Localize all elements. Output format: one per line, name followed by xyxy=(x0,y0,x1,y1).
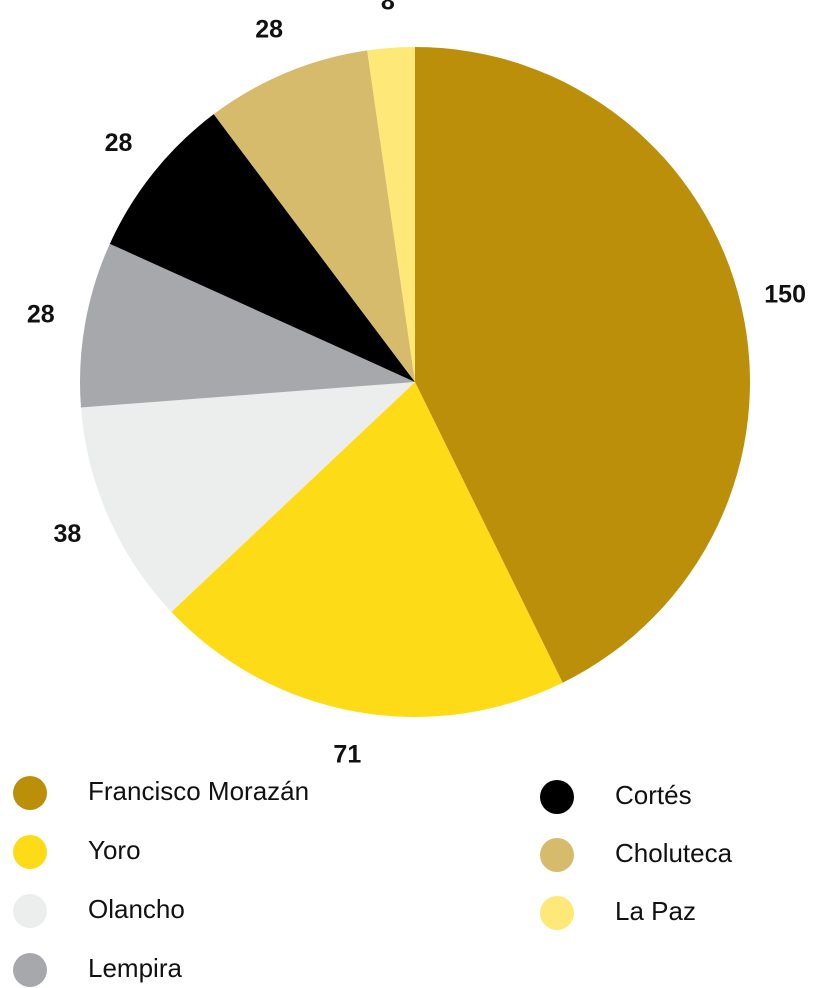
legend-swatch xyxy=(13,894,47,928)
pie-slice xyxy=(80,382,416,612)
legend-label: Cortés xyxy=(615,780,692,810)
legend-label: Choluteca xyxy=(615,838,733,868)
legend-swatch xyxy=(540,896,574,930)
data-label: 8 xyxy=(381,0,395,16)
data-label: 28 xyxy=(255,16,283,44)
legend-label: Lempira xyxy=(88,953,182,983)
data-label: 28 xyxy=(27,301,55,329)
pie-slice xyxy=(171,382,563,717)
legend-label: Olancho xyxy=(88,894,185,924)
legend-swatch xyxy=(540,780,574,814)
pie-slice xyxy=(367,47,415,382)
legend-swatch xyxy=(13,835,47,869)
pie-slice xyxy=(79,243,415,408)
legend-swatch xyxy=(13,776,47,810)
data-label: 71 xyxy=(333,741,361,769)
legend-label: La Paz xyxy=(615,896,696,926)
data-label: 150 xyxy=(764,281,806,309)
data-label: 28 xyxy=(105,129,133,157)
pie-slice xyxy=(415,46,751,683)
legend-swatch xyxy=(540,838,574,872)
legend-swatch xyxy=(13,953,47,987)
pie-slice xyxy=(109,114,415,382)
pie-slice xyxy=(213,50,415,383)
legend-label: Yoro xyxy=(88,835,141,865)
data-label: 38 xyxy=(54,520,82,548)
legend-label: Francisco Morazán xyxy=(88,776,309,806)
